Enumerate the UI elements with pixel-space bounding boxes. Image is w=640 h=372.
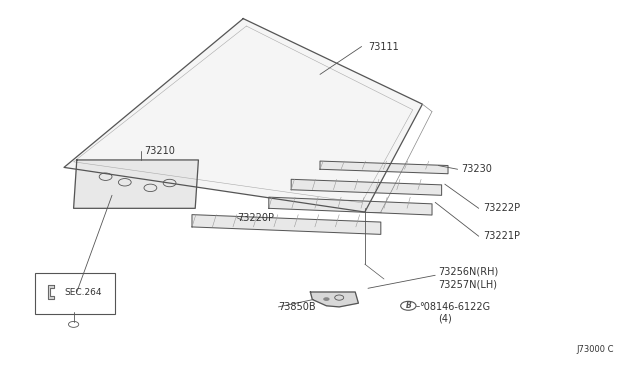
Text: B: B	[405, 301, 412, 310]
Text: (4): (4)	[438, 313, 452, 323]
Text: SEC.264: SEC.264	[64, 288, 102, 296]
Polygon shape	[192, 215, 381, 234]
Text: 73222P: 73222P	[483, 203, 520, 213]
Polygon shape	[269, 197, 432, 215]
Polygon shape	[320, 161, 448, 174]
Text: 73221P: 73221P	[483, 231, 520, 241]
Text: 73257N(LH): 73257N(LH)	[438, 280, 497, 289]
Polygon shape	[74, 160, 198, 208]
Text: 73850B: 73850B	[278, 302, 316, 312]
Polygon shape	[310, 292, 358, 307]
Circle shape	[323, 297, 330, 301]
Text: 73210: 73210	[144, 146, 175, 155]
Text: 73256N(RH): 73256N(RH)	[438, 267, 499, 276]
Text: 73220P: 73220P	[237, 213, 274, 222]
Polygon shape	[48, 285, 54, 299]
Text: °08146-6122G: °08146-6122G	[419, 302, 490, 312]
Text: 73230: 73230	[461, 164, 492, 174]
Text: J73000 C: J73000 C	[576, 345, 614, 354]
Text: 73111: 73111	[368, 42, 399, 51]
Polygon shape	[291, 179, 442, 195]
Polygon shape	[64, 19, 422, 212]
FancyBboxPatch shape	[35, 273, 115, 314]
